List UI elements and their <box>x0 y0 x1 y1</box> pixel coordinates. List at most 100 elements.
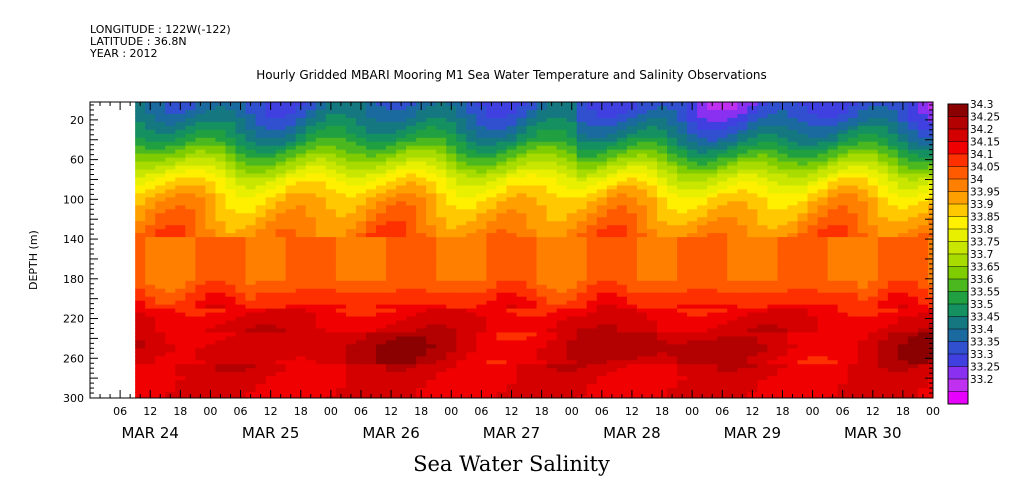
heatmap-cell <box>657 173 668 179</box>
heatmap-cell <box>295 193 307 198</box>
heatmap-cell <box>757 256 769 262</box>
heatmap-cell <box>737 125 748 131</box>
heatmap-cell <box>476 264 488 270</box>
heatmap-cell <box>526 356 538 361</box>
heatmap-cell <box>657 185 668 191</box>
heatmap-cell <box>516 324 528 330</box>
heatmap-cell <box>707 272 718 278</box>
heatmap-cell <box>496 336 508 341</box>
heatmap-cell <box>376 193 387 198</box>
heatmap-cell <box>466 268 477 274</box>
heatmap-cell <box>135 276 146 282</box>
heatmap-cell <box>496 376 508 381</box>
heatmap-cell <box>596 229 608 234</box>
heatmap-cell <box>285 348 297 353</box>
heatmap-cell <box>436 137 447 143</box>
heatmap-cell <box>757 268 769 274</box>
heatmap-cell <box>295 213 307 218</box>
heatmap-cell <box>626 121 638 127</box>
heatmap-cell <box>466 217 477 222</box>
heatmap-cell <box>386 376 397 381</box>
heatmap-cell <box>215 344 227 349</box>
heatmap-cell <box>426 368 437 373</box>
heatmap-cell <box>526 352 538 357</box>
heatmap-cell <box>456 133 467 139</box>
heatmap-cell <box>506 209 518 214</box>
heatmap-cell <box>225 292 237 298</box>
heatmap-cell <box>687 129 698 135</box>
heatmap-cell <box>546 356 558 361</box>
heatmap-cell <box>687 272 698 278</box>
heatmap-cell <box>466 356 477 361</box>
heatmap-cell <box>426 256 437 262</box>
heatmap-cell <box>355 193 367 198</box>
heatmap-cell <box>657 320 668 326</box>
heatmap-cell <box>667 169 678 175</box>
heatmap-cell <box>396 225 407 230</box>
heatmap-cell <box>667 137 678 143</box>
heatmap-cell <box>386 113 397 119</box>
heatmap-cell <box>797 149 809 155</box>
heatmap-cell <box>365 372 377 377</box>
heatmap-cell <box>636 113 648 119</box>
heatmap-cell <box>606 213 618 218</box>
heatmap-cell <box>436 225 447 230</box>
heatmap-cell <box>616 284 628 290</box>
heatmap-cell <box>616 249 628 254</box>
heatmap-cell <box>767 312 779 318</box>
heatmap-cell <box>195 121 207 127</box>
heatmap-cell <box>195 296 207 302</box>
heatmap-cell <box>285 121 297 127</box>
heatmap-cell <box>205 133 217 139</box>
heatmap-cell <box>667 336 678 341</box>
heatmap-cell <box>616 177 628 183</box>
heatmap-cell <box>275 336 287 341</box>
heatmap-cell <box>275 356 287 361</box>
heatmap-cell <box>335 300 347 306</box>
heatmap-cell <box>255 125 267 131</box>
heatmap-cell <box>576 145 588 151</box>
heatmap-cell <box>586 113 598 119</box>
heatmap-cell <box>576 229 588 234</box>
heatmap-cell <box>506 316 518 322</box>
heatmap-cell <box>165 241 176 246</box>
heatmap-cell <box>516 129 528 135</box>
heatmap-cell <box>717 221 728 226</box>
heatmap-cell <box>496 109 508 115</box>
heatmap-cell <box>165 229 176 234</box>
heatmap-cell <box>646 201 658 206</box>
heatmap-cell <box>305 324 317 330</box>
heatmap-cell <box>386 249 397 254</box>
heatmap-cell <box>707 221 718 226</box>
heatmap-cell <box>737 344 748 349</box>
heatmap-cell <box>135 364 146 369</box>
heatmap-cell <box>646 340 658 345</box>
heatmap-cell <box>757 264 769 270</box>
heatmap-cell <box>747 161 758 167</box>
heatmap-cell <box>235 221 247 226</box>
heatmap-cell <box>205 252 217 258</box>
heatmap-cell <box>235 161 247 167</box>
heatmap-cell <box>536 364 548 369</box>
heatmap-cell <box>757 312 769 318</box>
heatmap-cell <box>737 249 748 254</box>
heatmap-cell <box>145 340 156 345</box>
heatmap-cell <box>225 360 237 365</box>
heatmap-cell <box>355 201 367 206</box>
heatmap-cell <box>285 233 297 238</box>
heatmap-cell <box>165 113 176 119</box>
heatmap-cell <box>757 388 769 393</box>
heatmap-cell <box>476 117 488 123</box>
heatmap-cell <box>737 181 748 187</box>
heatmap-cell <box>195 129 207 135</box>
heatmap-cell <box>175 209 186 214</box>
heatmap-cell <box>476 312 488 318</box>
heatmap-cell <box>396 276 407 282</box>
heatmap-cell <box>486 165 498 171</box>
heatmap-cell <box>175 157 186 163</box>
heatmap-cell <box>365 296 377 302</box>
heatmap-cell <box>536 213 548 218</box>
heatmap-cell <box>596 233 608 238</box>
heatmap-cell <box>175 169 186 175</box>
heatmap-cell <box>636 264 648 270</box>
